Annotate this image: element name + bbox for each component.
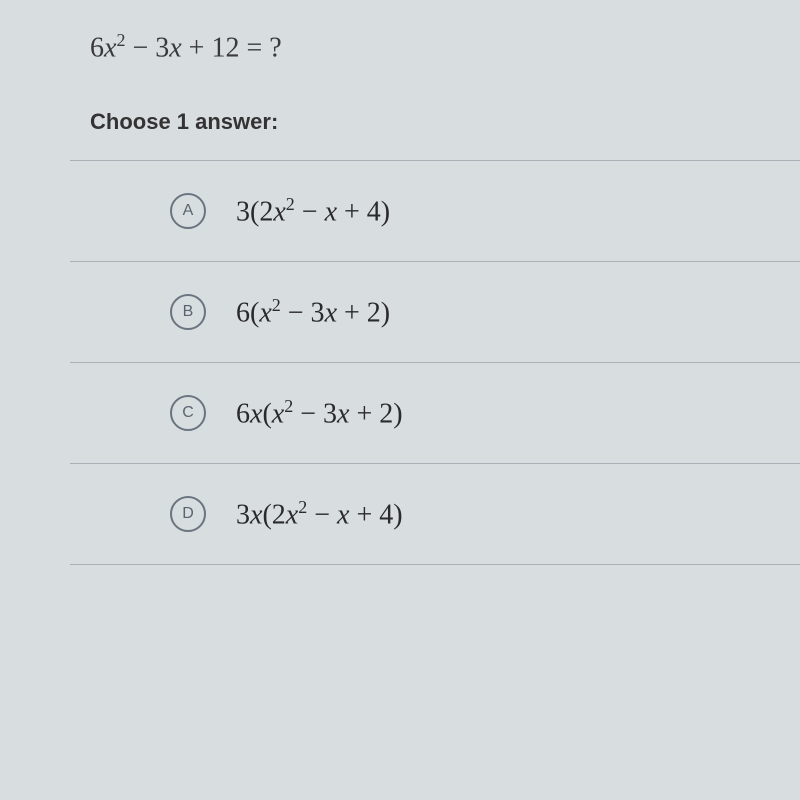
choice-expression-d: 3x(2x2 − x + 4) bbox=[236, 497, 403, 531]
choice-b[interactable]: B 6(x2 − 3x + 2) bbox=[70, 261, 800, 362]
choice-letter-b: B bbox=[170, 294, 206, 330]
choice-c[interactable]: C 6x(x2 − 3x + 2) bbox=[70, 362, 800, 463]
choice-expression-b: 6(x2 − 3x + 2) bbox=[236, 295, 390, 329]
choice-expression-a: 3(2x2 − x + 4) bbox=[236, 194, 390, 228]
choice-d[interactable]: D 3x(2x2 − x + 4) bbox=[70, 463, 800, 565]
choice-letter-d: D bbox=[170, 496, 206, 532]
question-expression: 6x2 − 3x + 12 = ? bbox=[90, 30, 800, 64]
choice-expression-c: 6x(x2 − 3x + 2) bbox=[236, 396, 403, 430]
choose-prompt: Choose 1 answer: bbox=[90, 109, 800, 135]
choice-letter-a: A bbox=[170, 193, 206, 229]
choice-letter-c: C bbox=[170, 395, 206, 431]
answer-choices: A 3(2x2 − x + 4) B 6(x2 − 3x + 2) C 6x(x… bbox=[70, 160, 800, 565]
choice-a[interactable]: A 3(2x2 − x + 4) bbox=[70, 160, 800, 261]
